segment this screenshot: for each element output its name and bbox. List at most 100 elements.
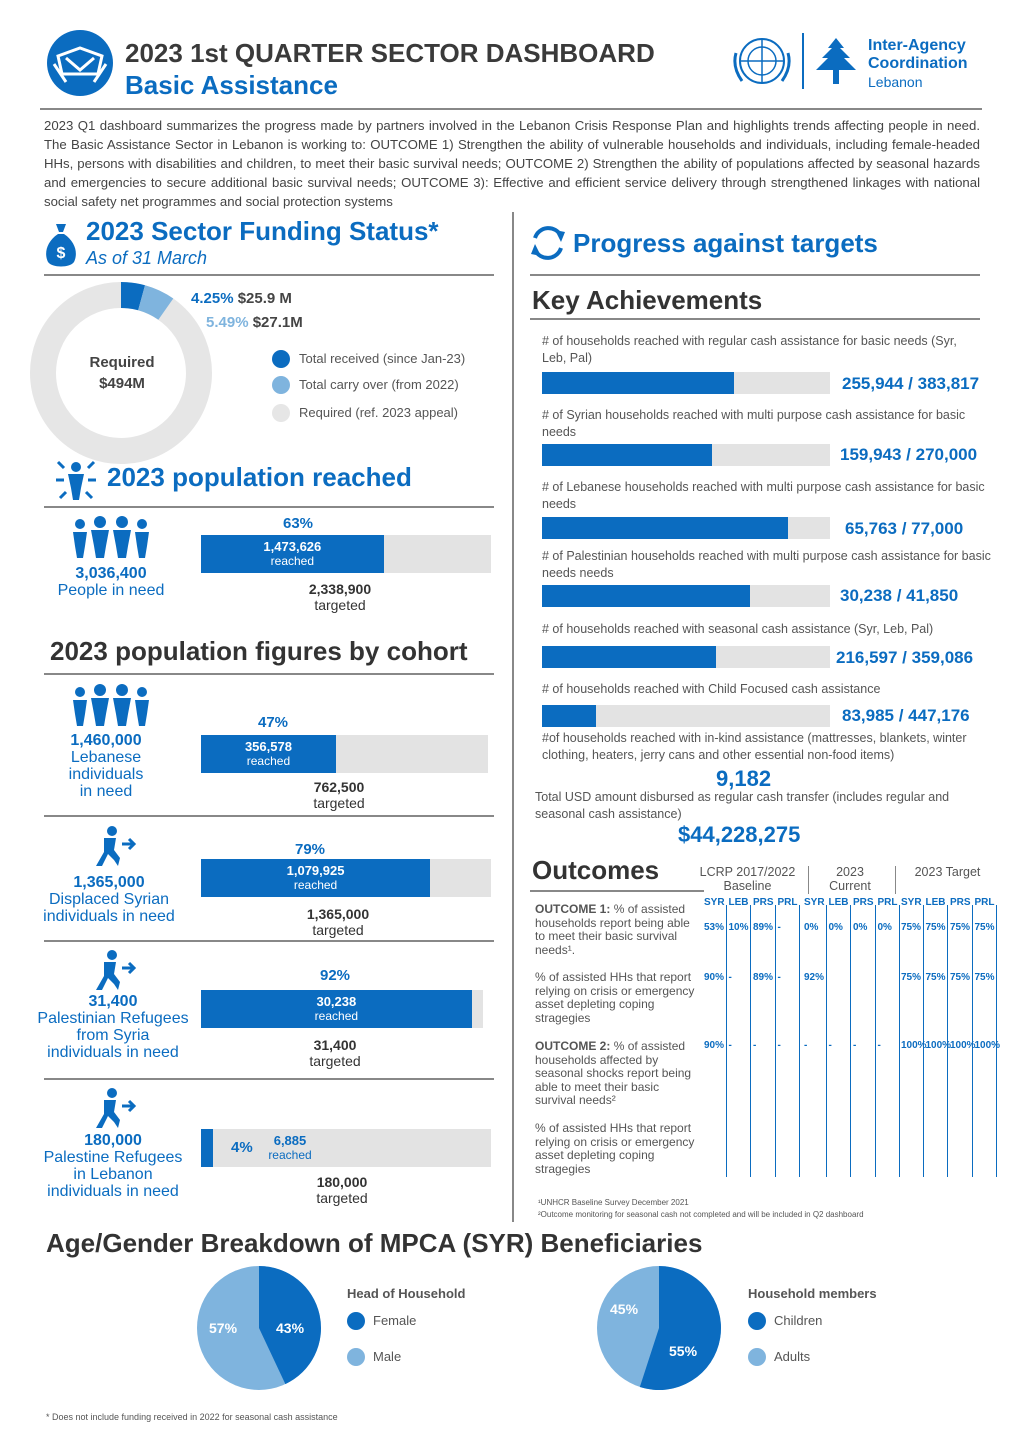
head-household-pie (197, 1266, 321, 1390)
oc-value: 75% (901, 922, 922, 933)
key-rule (530, 318, 980, 320)
refresh-icon (527, 222, 569, 264)
legend-received: Total received (since Jan-23) (299, 351, 466, 366)
legend-adults: Adults (774, 1349, 811, 1364)
header-rule (40, 108, 982, 110)
cohort-3-bar-bg (201, 1129, 491, 1167)
oc-value: 100% (925, 1040, 952, 1051)
oc-col-baseline-prs: PRS (753, 897, 774, 908)
progress-rule (530, 274, 980, 276)
header-divider (802, 33, 804, 89)
oc-value: 75% (925, 922, 946, 933)
legend-male: Male (373, 1349, 402, 1364)
pie-children-pct: 55% (669, 1343, 698, 1359)
legend-dot-children (748, 1312, 766, 1330)
cohort-2-bar: 30,238 reached (201, 990, 472, 1028)
oc-footnote-2: ²Outcome monitoring for seasonal cash no… (538, 1210, 864, 1219)
oc-value: 89% (753, 922, 774, 933)
oc-col-current-prl: PRL (877, 897, 898, 908)
cohort-0-reached: 356,578 (244, 739, 292, 754)
oc-value: 92% (804, 972, 825, 983)
pop-reached-bar: 1,473,626 reached (201, 535, 384, 573)
oc-footnote-1: ¹UNHCR Baseline Survey December 2021 (538, 1198, 689, 1207)
required-value: $494M (99, 375, 145, 392)
cohort-1-targeted-value: 1,365,000 (306, 906, 370, 922)
pie-children-slice (639, 1266, 721, 1390)
oc-row-0-label: OUTCOME 1: % of assisted households repo… (535, 902, 700, 957)
cohort-0-bar: 356,578 reached (201, 735, 336, 773)
lebanese-people-icon (70, 684, 152, 726)
legend-dot-received (272, 350, 290, 368)
cohort-2-label2: from Syria (76, 1027, 150, 1044)
oc-value: - (777, 972, 781, 983)
cohort-prs-need: 31,400 Palestinian Refugees from Syria i… (30, 993, 196, 1061)
oc-value: - (853, 1040, 857, 1051)
cohort-3-label1: Palestine Refugees (43, 1149, 183, 1166)
legend-children: Children (774, 1313, 823, 1328)
page-subtitle: Basic Assistance (125, 70, 338, 100)
donut-received (30, 282, 212, 464)
legend-dot-required (272, 404, 290, 422)
oc-value: - (777, 1040, 781, 1051)
members-legend-title: Household members (748, 1286, 877, 1301)
oc-col-line (947, 905, 948, 1177)
funding-donut (30, 282, 212, 464)
cohort-2-label3: individuals in need (47, 1044, 179, 1061)
oc-col-target-syr: SYR (901, 897, 922, 908)
cohort-3-pct: 4% (231, 1139, 253, 1156)
person-burst-icon (54, 458, 98, 502)
cohort-3-targeted: 180,000 targeted (282, 1174, 402, 1206)
oc-value: 75% (950, 972, 971, 983)
oc-value: 100% (950, 1040, 976, 1051)
oc-value: 10% (728, 922, 749, 933)
ka-3-label: # of Palestinian households reached with… (542, 549, 991, 580)
pop-reached-rule (44, 506, 494, 508)
outcomes-title: Outcomes (532, 855, 660, 885)
cohort-1-label2: individuals in need (43, 908, 175, 925)
progress-title: Progress against targets (573, 228, 878, 258)
oc-value: - (777, 922, 781, 933)
pie-adults-pct: 45% (610, 1301, 639, 1317)
oc-value: 90% (704, 972, 725, 983)
oc-value: 53% (704, 922, 725, 933)
oc-row-1-label: % of assisted HHs that report relying on… (535, 970, 700, 1025)
funding-rule (44, 274, 494, 276)
cohort-2-reached-label: reached (314, 1009, 359, 1023)
oc-value: 75% (925, 972, 946, 983)
oc-col-line (996, 905, 997, 1177)
ka-2-label: # of Lebanese households reached with mu… (542, 480, 985, 511)
oc-row-3-text: % of assisted HHs that report relying on… (535, 1121, 695, 1176)
oc-row-2-label: OUTCOME 2: % of assisted households affe… (535, 1039, 700, 1108)
oc-value: - (877, 1040, 881, 1051)
pop-targeted: 2,338,900 targeted (280, 581, 400, 613)
oc-value: - (728, 1040, 732, 1051)
outcomes-rule (530, 890, 704, 892)
oc-col-line (922, 905, 924, 1177)
ka-5-bar-bg (542, 705, 830, 727)
received-amount: $25.9 M (237, 290, 292, 307)
legend-dot-male (347, 1348, 365, 1366)
age-gender-title: Age/Gender Breakdown of MPCA (SYR) Benef… (46, 1228, 703, 1258)
cohort-1-targeted: 1,365,000 targeted (278, 906, 398, 938)
legend-female: Female (373, 1313, 417, 1328)
legend-dot-adults (748, 1348, 766, 1366)
household-members-pie (597, 1266, 721, 1390)
cohort-3-in-need: 180,000 (84, 1132, 142, 1149)
cohort-3-reached: 6,885 (273, 1133, 307, 1148)
oc-head-sep (895, 866, 896, 894)
people-icon (70, 516, 152, 558)
oc-col-target-leb: LEB (925, 897, 946, 908)
running-person-icon (92, 950, 138, 992)
key-achievements-title: Key Achievements (532, 285, 763, 315)
cohort-3-bar (201, 1129, 213, 1167)
cohort-0-label3: in need (79, 783, 133, 800)
cohort-0-targeted: 762,500 targeted (279, 779, 399, 811)
ka-5-bar (542, 705, 597, 727)
legend-dot-female (347, 1312, 365, 1330)
funding-subtitle: As of 31 March (86, 248, 208, 268)
cohort-rule-3 (44, 1078, 494, 1080)
oc-value: 89% (753, 972, 774, 983)
oc-col-target-prl: PRL (974, 897, 995, 908)
ka-4-bar (542, 646, 716, 668)
sector-logo (44, 30, 116, 96)
